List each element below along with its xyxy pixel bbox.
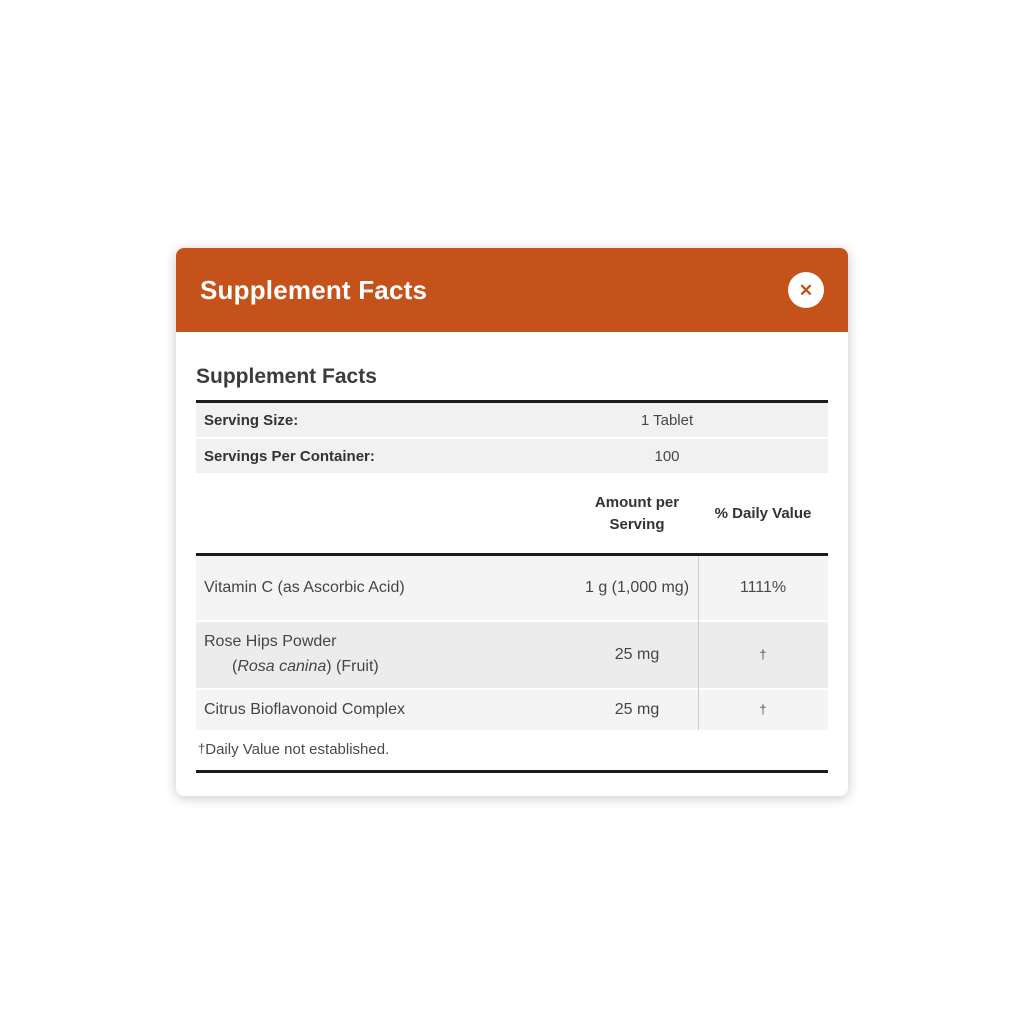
- nutrient-daily-value: †: [759, 702, 767, 718]
- dagger-symbol: †: [198, 741, 206, 757]
- footnote-text: Daily Value not established.: [205, 741, 390, 759]
- panel-heading: Supplement Facts: [196, 365, 377, 388]
- nutrient-amount: 25 mg: [614, 645, 660, 663]
- serving-size-value: 1 Tablet: [640, 411, 694, 429]
- serving-info-table: Serving Size: 1 Tablet Servings Per Cont…: [196, 400, 828, 475]
- modal-body: Supplement Facts Serving Size: 1 Tablet …: [176, 332, 848, 796]
- nutrient-name: Rose Hips Powder (Rosa canina) (Fruit): [196, 622, 576, 688]
- table-row-citrus-bioflavonoid: Citrus Bioflavonoid Complex 25 mg †: [196, 689, 828, 731]
- nutrient-amount: 25 mg: [614, 700, 660, 718]
- table-row-rose-hips: Rose Hips Powder (Rosa canina) (Fruit) 2…: [196, 622, 828, 690]
- nutrient-name-line2: (Rosa canina) (Fruit): [232, 657, 379, 675]
- daily-value-footnote: †Daily Value not established.: [196, 730, 828, 770]
- close-button[interactable]: ✕: [788, 272, 824, 308]
- supplement-facts-modal: Supplement Facts ✕ Supplement Facts Serv…: [176, 248, 848, 797]
- nutrient-name: Citrus Bioflavonoid Complex: [204, 700, 405, 718]
- servings-per-container-row: Servings Per Container: 100: [196, 439, 828, 475]
- nutrient-name: Vitamin C (as Ascorbic Acid): [204, 578, 405, 596]
- serving-size-label: Serving Size:: [204, 411, 299, 429]
- amount-per-serving-header: Amount per Serving: [594, 494, 680, 533]
- bottom-rule: [196, 770, 828, 774]
- servings-per-container-label: Servings Per Container:: [204, 447, 375, 465]
- nutrient-name-line1: Rose Hips Powder: [204, 633, 337, 650]
- nutrient-daily-value: †: [759, 647, 767, 663]
- table-row-vitamin-c: Vitamin C (as Ascorbic Acid) 1 g (1,000 …: [196, 556, 828, 622]
- column-divider-line: [698, 556, 699, 731]
- nutrient-table-header: Amount per Serving % Daily Value: [196, 475, 828, 556]
- nutrient-daily-value: 1111%: [739, 579, 787, 596]
- servings-per-container-value: 100: [654, 447, 680, 465]
- close-icon: ✕: [798, 280, 814, 300]
- percent-daily-value-header: % Daily Value: [714, 505, 812, 523]
- modal-header: Supplement Facts ✕: [176, 248, 848, 332]
- serving-size-row: Serving Size: 1 Tablet: [196, 403, 828, 439]
- botanical-name: Rosa canina: [237, 657, 327, 675]
- nutrient-table-body: Vitamin C (as Ascorbic Acid) 1 g (1,000 …: [196, 556, 828, 731]
- nutrient-amount: 1 g (1,000 mg): [584, 579, 690, 596]
- modal-title: Supplement Facts: [200, 274, 428, 305]
